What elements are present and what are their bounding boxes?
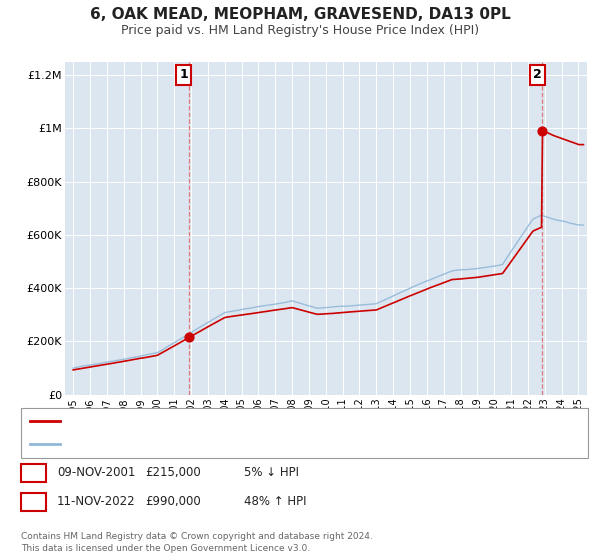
Text: £215,000: £215,000: [145, 466, 201, 479]
Text: £990,000: £990,000: [145, 495, 201, 508]
Text: 2: 2: [29, 495, 38, 508]
Text: 1: 1: [179, 68, 188, 81]
Text: HPI: Average price, detached house, Gravesham: HPI: Average price, detached house, Grav…: [66, 440, 337, 450]
Text: 48% ↑ HPI: 48% ↑ HPI: [244, 495, 307, 508]
Point: [184, 333, 194, 342]
Text: Price paid vs. HM Land Registry's House Price Index (HPI): Price paid vs. HM Land Registry's House …: [121, 24, 479, 36]
Text: 6, OAK MEAD, MEOPHAM, GRAVESEND, DA13 0PL (detached house): 6, OAK MEAD, MEOPHAM, GRAVESEND, DA13 0P…: [66, 416, 442, 426]
Point: [538, 127, 547, 136]
Text: 09-NOV-2001: 09-NOV-2001: [57, 466, 136, 479]
Text: 11-NOV-2022: 11-NOV-2022: [57, 495, 136, 508]
Text: 2: 2: [533, 68, 542, 81]
Text: 5% ↓ HPI: 5% ↓ HPI: [244, 466, 299, 479]
Text: 1: 1: [29, 466, 38, 479]
Text: 6, OAK MEAD, MEOPHAM, GRAVESEND, DA13 0PL: 6, OAK MEAD, MEOPHAM, GRAVESEND, DA13 0P…: [89, 7, 511, 22]
Text: Contains HM Land Registry data © Crown copyright and database right 2024.
This d: Contains HM Land Registry data © Crown c…: [21, 532, 373, 553]
